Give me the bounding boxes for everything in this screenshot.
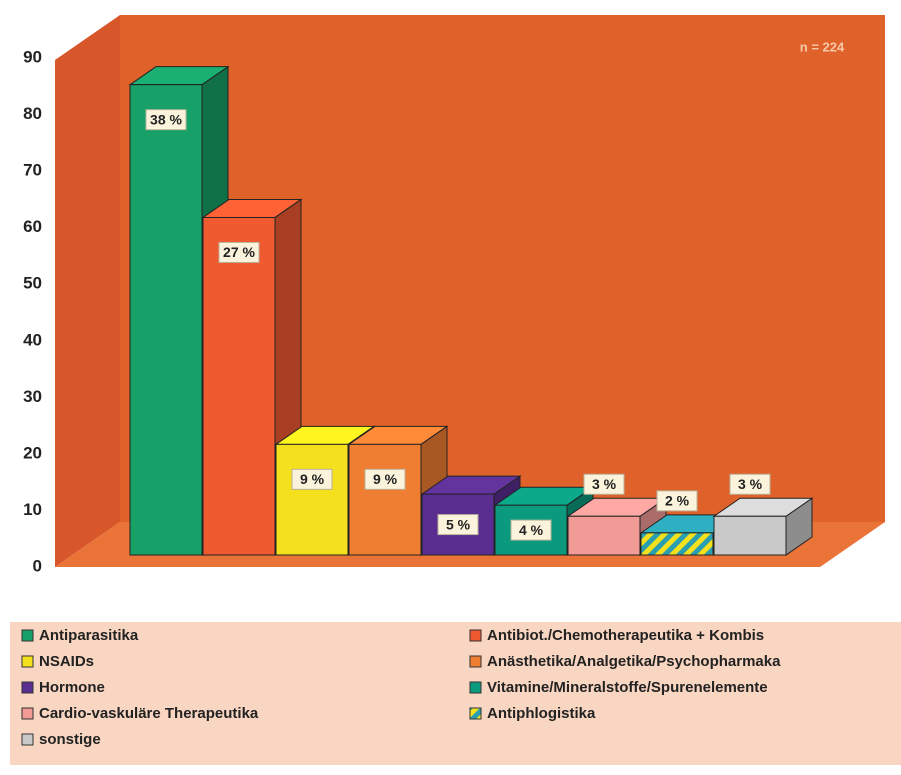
- bar: [275, 443, 349, 556]
- legend-label: NSAIDs: [39, 653, 94, 670]
- bar: [202, 216, 276, 556]
- side-wall: [55, 15, 120, 567]
- legend-label: Anästhetika/Analgetika/Psychopharmaka: [487, 653, 781, 670]
- legend-label: Hormone: [39, 679, 105, 696]
- value-label: 5 %: [446, 516, 471, 532]
- legend-swatch: [21, 655, 34, 668]
- y-tick-label: 70: [23, 161, 42, 180]
- annotation: n = 224: [800, 39, 845, 54]
- bar: [713, 515, 787, 556]
- legend-swatch: [469, 629, 482, 642]
- back-wall: [120, 15, 885, 522]
- value-label-box: [510, 519, 552, 541]
- bar: [640, 532, 714, 556]
- legend-swatch: [469, 655, 482, 668]
- legend-swatch: [469, 681, 482, 694]
- value-label-box: [291, 468, 333, 490]
- legend-swatch: [21, 681, 34, 694]
- legend-label: sonstige: [39, 731, 101, 748]
- value-label: 3 %: [738, 476, 763, 492]
- value-label-box: [583, 473, 625, 495]
- value-label: 4 %: [519, 522, 544, 538]
- legend-swatch: [469, 707, 482, 720]
- value-label: 3 %: [592, 476, 617, 492]
- bar: [129, 84, 203, 556]
- legend-label: Antiparasitika: [39, 627, 139, 644]
- legend-label: Cardio-vaskuläre Therapeutika: [39, 705, 259, 722]
- legend-swatch: [21, 707, 34, 720]
- value-label: 9 %: [300, 471, 325, 487]
- bar: [348, 443, 422, 556]
- legend-swatch: [21, 733, 34, 746]
- value-label: 27 %: [223, 244, 255, 260]
- bar: [567, 515, 641, 556]
- legend-label: Vitamine/Mineralstoffe/Spurenelemente: [487, 679, 768, 696]
- value-label-box: [437, 514, 479, 536]
- value-label-box: [218, 241, 260, 263]
- value-label-box: [656, 490, 698, 512]
- y-tick-label: 30: [23, 387, 42, 406]
- value-label: 2 %: [665, 493, 690, 509]
- legend-swatch: [21, 629, 34, 642]
- y-tick-label: 60: [23, 217, 42, 236]
- y-tick-label: 0: [33, 556, 42, 575]
- y-tick-label: 10: [23, 500, 42, 519]
- value-label-box: [364, 468, 406, 490]
- value-label: 9 %: [373, 471, 398, 487]
- y-tick-label: 50: [23, 274, 42, 293]
- legend-label: Antibiot./Chemotherapeutika + Kombis: [487, 627, 764, 644]
- y-tick-label: 80: [23, 104, 42, 123]
- value-label-box: [145, 109, 187, 131]
- y-tick-label: 20: [23, 443, 42, 462]
- legend-box: [10, 622, 901, 765]
- value-label: 38 %: [150, 111, 182, 127]
- y-tick-label: 40: [23, 330, 42, 349]
- value-label-box: [729, 473, 771, 495]
- y-tick-label: 90: [23, 47, 42, 66]
- legend-label: Antiphlogistika: [487, 705, 596, 722]
